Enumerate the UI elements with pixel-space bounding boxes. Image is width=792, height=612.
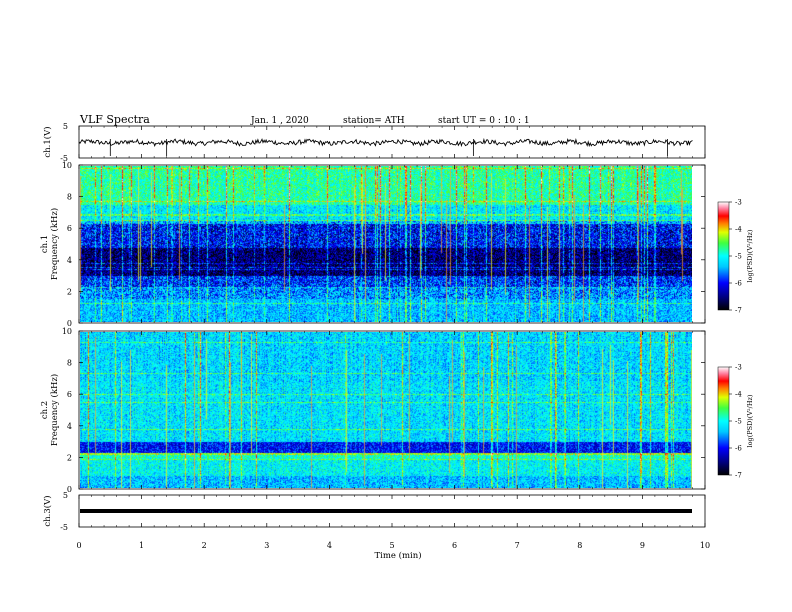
ch1-spectrogram-image [80, 166, 692, 322]
ch1-ytick-label-0: 0 [67, 319, 72, 328]
ch1-ylabel-frequency: Frequency (kHz) [49, 208, 60, 280]
x-tick-label-5: 5 [389, 541, 394, 550]
ch1-cb-tick-label-2: -5 [735, 253, 742, 261]
ch2-ytick-label-2: 4 [67, 422, 72, 431]
x-tick-label-8: 8 [577, 541, 582, 550]
ch1-ytick-top: 5 [63, 122, 68, 131]
ch1-colorbar-label: log(PSD)(V²/Hz) [746, 229, 754, 282]
x-tick-label-2: 2 [202, 541, 207, 550]
ch1-ylabel-channel: ch.1 [40, 235, 50, 253]
date-label: Jan. 1 , 2020 [250, 116, 309, 126]
x-tick-label-4: 4 [327, 541, 332, 550]
ch1-waveform-line [78, 137, 693, 148]
ch1-ylabel: ch.1(V) [42, 126, 53, 157]
station-label: station= ATH [343, 116, 405, 126]
ch2-ylabel-channel: ch.2 [40, 401, 50, 419]
x-tick-label-9: 9 [640, 541, 645, 550]
ch2-colorbar: -3 -4 -5 -6 -7 [717, 364, 742, 480]
ch3-ylabel: ch.3(V) [42, 495, 53, 526]
ch1-ytick-label-3: 6 [67, 224, 72, 233]
ch1-cb-tick-label-0: -3 [735, 199, 742, 207]
start-time-label: start UT = 0 : 10 : 1 [438, 116, 530, 126]
ch2-ylabel-frequency: Frequency (kHz) [49, 374, 60, 446]
ch1-cb-tick-label-4: -7 [735, 307, 742, 315]
ch2-cb-tick-label-3: -6 [735, 445, 742, 453]
ch2-ytick-label-5: 10 [62, 327, 72, 336]
ch2-ytick-label-0: 0 [67, 485, 72, 494]
x-tick-label-3: 3 [264, 541, 269, 550]
x-axis-label: Time (min) [374, 550, 421, 561]
ch2-spectrogram-image [80, 332, 692, 488]
ch2-ytick-label-3: 6 [67, 390, 72, 399]
ch2-cb-tick-label-4: -7 [735, 472, 742, 480]
ch2-cb-tick-label-1: -4 [735, 391, 742, 399]
ch1-cb-tick-label-3: -6 [735, 280, 742, 288]
ch2-colorbar-label: log(PSD)(V²/Hz) [746, 394, 754, 447]
ch1-ytick-label-1: 2 [67, 287, 72, 296]
ch1-ytick-label-5: 10 [62, 161, 72, 170]
ch1-ytick-label-2: 4 [67, 256, 72, 265]
ch2-ytick-label-4: 8 [67, 359, 72, 368]
ch1-ytick-label-4: 8 [67, 193, 72, 202]
x-tick-label-1: 1 [139, 541, 144, 550]
ch2-ytick-label-1: 2 [67, 453, 72, 462]
ch1-ytick-bottom: -5 [60, 154, 68, 163]
ch2-cb-tick-label-2: -5 [735, 418, 742, 426]
x-tick-label-7: 7 [515, 541, 520, 550]
ch3-ytick-bottom: -5 [60, 523, 68, 532]
ch3-ytick-top: 5 [63, 491, 68, 500]
x-tick-label-10: 10 [700, 541, 710, 550]
x-tick-label-0: 0 [76, 541, 81, 550]
chart-title: VLF Spectra [79, 113, 150, 126]
ch2-cb-tick-label-0: -3 [735, 364, 742, 372]
ch1-colorbar: -3 -4 -5 -6 -7 [717, 199, 742, 315]
x-tick-label-6: 6 [452, 541, 457, 550]
ch1-cb-tick-label-1: -4 [735, 226, 742, 234]
